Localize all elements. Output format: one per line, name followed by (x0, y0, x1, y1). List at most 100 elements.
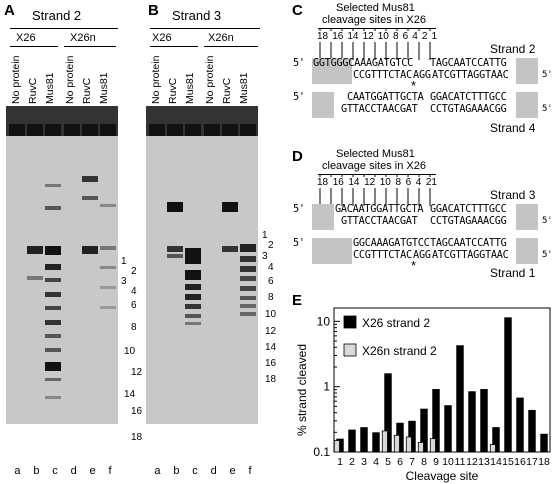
panel-a-marker-16: 16 (131, 406, 143, 417)
chart-bar-x26 (372, 432, 380, 452)
panel-a-letter: A (4, 2, 15, 19)
panel-c-top-strand2-right: ATCGTTAGGTAAC (432, 70, 509, 81)
panel-d-bot-strand1-right: TAGCAATCCATTG (430, 238, 507, 249)
panel-d-bot-strand2-right: ATCGTTAGGTAAC (432, 250, 509, 261)
panel-c-heading-1: Selected Mus81 (336, 2, 415, 14)
chart-bar-x26n (489, 444, 496, 453)
site-number: 4 (415, 177, 422, 188)
chart-y-tick-label: 10 (317, 314, 331, 328)
panel-b-marker-6: 6 (268, 276, 274, 287)
panel-a-marker-12: 12 (131, 367, 143, 378)
chart-x-tick-label: 16 (514, 456, 526, 468)
panel-d-heading-2: cleavage sites in X26 (322, 160, 426, 172)
lane-letter: e (89, 465, 96, 477)
panel-c-top-strand2-mid: GG (419, 70, 431, 81)
chart-x-tick-label: 5 (385, 456, 391, 468)
panel-a-gel (6, 106, 118, 424)
panel-c-bot-strand2-right: CCTGTAGAAACGG (430, 104, 507, 115)
lane-letter: f (108, 465, 112, 477)
lane-letter: d (70, 465, 77, 477)
panel-c-top-strand1: GGTGGGCAAAGATGTCC (313, 58, 414, 69)
panel-c-top-strand1-right: TAGCAATCCATTG (430, 58, 507, 69)
panel-c-heading-2: cleavage sites in X26 (322, 14, 426, 26)
panel-d-bot-strand2-mid: GG (419, 250, 431, 261)
panel-c-letter: C (292, 2, 303, 19)
site-number: 4 (412, 31, 418, 42)
chart-bar-x26 (456, 345, 464, 452)
chart-y-axis-label: % strand cleaved (295, 344, 309, 436)
panel-c-strand-bottom-label: Strand 4 (490, 121, 536, 135)
panel-b-lane-d-label: No protein (204, 55, 216, 104)
panel-a-lane-c-label: Mus81 (44, 72, 56, 104)
site-number: 1 (431, 31, 437, 42)
chart-bar-x26 (420, 408, 428, 452)
panel-c-5prime-bot-right: 5' (542, 104, 553, 114)
chart-bar-x26n (405, 436, 412, 453)
panel-b-marker-8: 8 (268, 292, 274, 303)
chart-legend-label: X26n strand 2 (362, 344, 437, 358)
panel-a-marker-3: 3 (121, 276, 127, 287)
chart-legend-swatch (343, 343, 357, 357)
site-number: 10 (377, 31, 389, 42)
panel-d-strand-bottom-label: Strand 1 (490, 266, 536, 280)
panel-c-shade-left (312, 58, 352, 84)
chart-x-tick-label: 14 (490, 456, 502, 468)
chart-x-tick-label: 4 (373, 456, 379, 468)
chart-x-tick-label: 18 (538, 456, 550, 468)
panel-d-5prime-bot: 5' (293, 238, 305, 249)
panel-b-group-2: X26n (208, 32, 234, 44)
panel-b-lane-f-label: Mus81 (238, 72, 250, 104)
chart-x-tick-label: 15 (502, 456, 514, 468)
chart-bar-x26 (408, 420, 416, 452)
chart-bar-x26n (333, 440, 340, 453)
panel-d-top-strand2: GTTACCTAACGAT (341, 216, 418, 227)
panel-c-5prime-top: 5' (293, 58, 305, 69)
panel-c-star: * (411, 78, 417, 93)
site-number: 6 (405, 177, 412, 188)
chart-bar-x26 (384, 373, 392, 452)
chart-bar-x26 (528, 409, 536, 452)
chart-legend-swatch (343, 315, 357, 329)
panel-b-marker-1: 1 (262, 230, 268, 241)
chart-bar-x26 (492, 427, 500, 452)
chart-y-tick-label: 1 (323, 380, 330, 394)
chart-bar-x26 (468, 391, 476, 452)
chart-x-tick-label: 1 (337, 456, 343, 468)
site-number: 8 (395, 177, 401, 188)
panel-b-marker-12: 12 (265, 326, 277, 337)
chart-x-axis-label: Cleavage site (406, 469, 479, 483)
panel-a-lane-a-label: No protein (10, 55, 22, 104)
panel-a-title: Strand 2 (32, 8, 82, 23)
panel-a-title-rule (10, 28, 118, 29)
panel-c-strand-top-label: Strand 2 (490, 42, 536, 56)
panel-b-lane-e-label: RuvC (221, 77, 233, 104)
panel-a-lane-e-label: RuvC (81, 77, 93, 104)
panel-d-heading-rule (318, 174, 436, 175)
panel-c-bot-strand2: GTTACCTAACGAT (341, 104, 418, 115)
panel-b-lane-a-label: No protein (150, 55, 162, 104)
site-number: 16 (332, 31, 344, 42)
panel-b-marker-4: 4 (268, 262, 274, 273)
panel-c-site-numbers: 18 16 14 12 10 8 6 4 2 1 (317, 31, 437, 42)
chart-x-tick-label: 17 (526, 456, 538, 468)
chart-x-tick-label: 12 (466, 456, 478, 468)
panel-d-letter: D (292, 148, 303, 165)
panel-a-lane-d-label: No protein (64, 55, 76, 104)
panel-c-heading-rule (318, 28, 436, 29)
panel-c-shade-left-2 (312, 92, 334, 118)
chart-x-tick-label: 9 (433, 456, 439, 468)
site-number: 14 (348, 177, 360, 188)
panel-a-group-1-rule (10, 46, 58, 47)
chart-bar-x26n (429, 438, 436, 453)
chart-x-tick-label: 8 (421, 456, 427, 468)
panel-b-title: Strand 3 (172, 8, 222, 23)
panel-b-title-rule (150, 28, 260, 29)
chart-x-tick-label: 7 (409, 456, 415, 468)
panel-b-lane-b-label: RuvC (167, 77, 179, 104)
site-number: 8 (392, 31, 399, 42)
site-number: 10 (379, 177, 391, 188)
panel-b-gel (146, 106, 258, 424)
chart-frame (333, 307, 551, 453)
chart-bar-x26 (504, 317, 512, 452)
